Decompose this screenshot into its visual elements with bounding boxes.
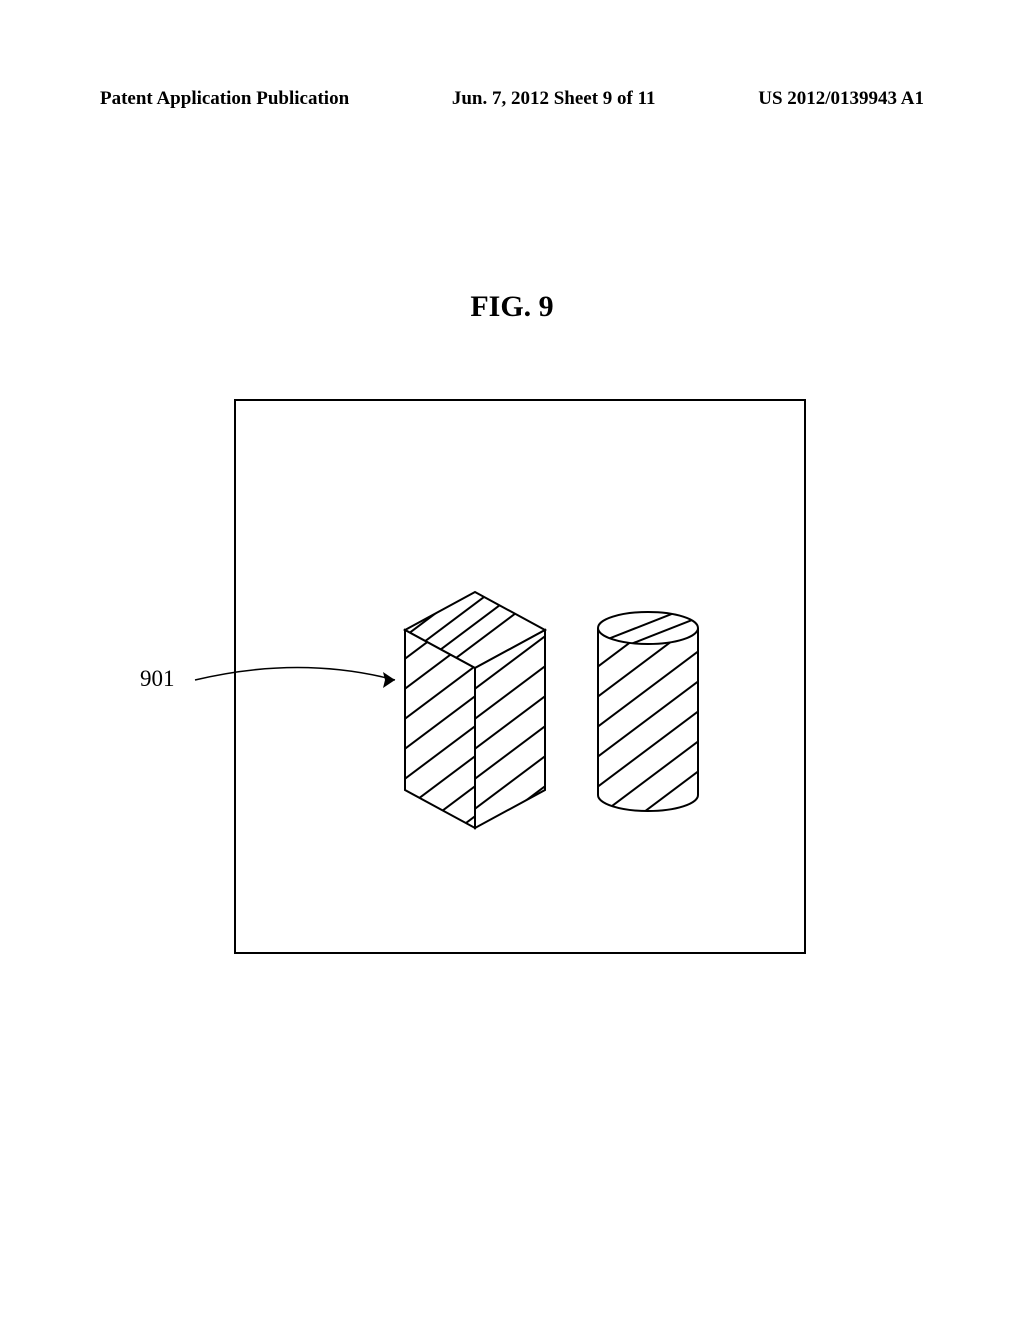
figure-svg <box>0 0 1024 1320</box>
